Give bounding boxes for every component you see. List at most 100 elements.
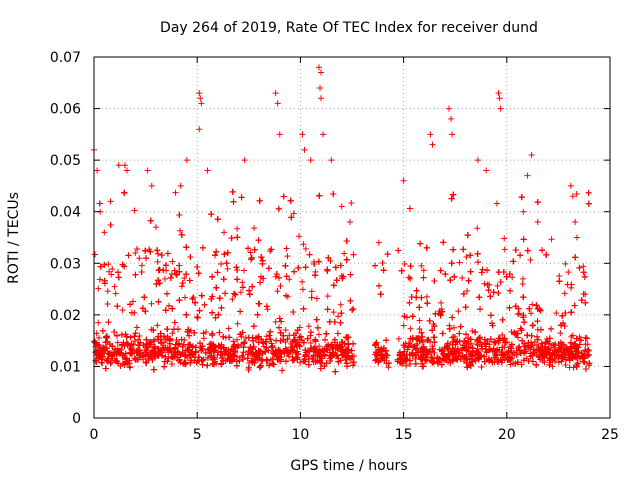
data-point xyxy=(182,352,189,359)
data-point xyxy=(295,264,302,271)
data-point xyxy=(546,355,553,362)
data-point xyxy=(141,294,148,301)
data-point xyxy=(263,333,270,340)
data-point xyxy=(312,272,319,279)
data-point xyxy=(216,329,223,336)
data-point xyxy=(296,233,303,240)
data-point xyxy=(418,262,425,269)
data-point xyxy=(119,352,126,359)
data-point xyxy=(277,282,284,289)
data-point xyxy=(413,335,420,342)
data-point xyxy=(372,262,379,269)
data-point xyxy=(440,239,447,246)
data-point xyxy=(339,275,346,282)
data-point xyxy=(493,352,500,359)
data-point xyxy=(239,284,246,291)
data-point xyxy=(108,271,115,278)
data-point xyxy=(161,358,168,365)
data-point xyxy=(218,355,225,362)
data-point xyxy=(557,330,564,337)
data-point xyxy=(396,349,403,356)
data-point xyxy=(269,344,276,351)
data-point xyxy=(512,303,519,310)
data-point xyxy=(576,264,583,271)
data-point xyxy=(191,329,198,336)
data-point xyxy=(254,311,261,318)
data-point xyxy=(304,335,311,342)
data-point xyxy=(255,339,262,346)
data-point xyxy=(558,322,565,329)
data-point xyxy=(268,340,275,347)
data-point xyxy=(213,248,220,255)
data-point xyxy=(177,182,184,189)
data-point xyxy=(263,344,270,351)
data-point xyxy=(496,335,503,342)
data-point xyxy=(568,309,575,316)
data-point xyxy=(246,287,253,294)
data-point xyxy=(528,151,535,158)
data-point xyxy=(341,250,348,257)
data-point xyxy=(521,319,528,326)
data-point xyxy=(486,347,493,354)
data-point xyxy=(446,105,453,112)
data-point xyxy=(134,246,141,253)
data-point xyxy=(150,327,157,334)
data-point xyxy=(166,345,173,352)
data-point xyxy=(463,355,470,362)
data-point xyxy=(104,301,111,308)
data-point xyxy=(375,346,382,353)
data-point xyxy=(293,342,300,349)
data-point xyxy=(477,306,484,313)
data-point xyxy=(567,182,574,189)
data-point xyxy=(256,197,263,204)
data-point xyxy=(240,344,247,351)
data-point xyxy=(503,273,510,280)
data-point xyxy=(178,283,185,290)
data-point xyxy=(238,333,245,340)
data-point xyxy=(378,348,385,355)
data-point xyxy=(96,344,103,351)
data-point xyxy=(525,358,532,365)
data-point xyxy=(123,333,130,340)
data-point xyxy=(489,359,496,366)
data-point xyxy=(514,359,521,366)
data-point xyxy=(438,299,445,306)
data-point xyxy=(270,350,277,357)
data-point xyxy=(161,363,168,370)
data-point xyxy=(500,337,507,344)
data-point xyxy=(371,342,378,349)
data-point xyxy=(582,334,589,341)
data-point xyxy=(221,251,228,258)
data-point xyxy=(150,366,157,373)
data-point xyxy=(512,246,519,253)
data-point xyxy=(127,301,134,308)
data-point xyxy=(143,255,150,262)
data-point xyxy=(152,224,159,231)
data-point xyxy=(250,323,257,330)
data-point xyxy=(223,347,230,354)
data-point xyxy=(585,200,592,207)
data-point xyxy=(528,332,535,339)
data-point xyxy=(96,276,103,283)
data-point xyxy=(451,273,458,280)
data-point xyxy=(181,275,188,282)
data-point xyxy=(289,357,296,364)
data-point xyxy=(428,354,435,361)
data-point xyxy=(256,352,263,359)
data-point xyxy=(343,346,350,353)
data-point xyxy=(490,345,497,352)
data-point xyxy=(250,337,257,344)
data-point xyxy=(195,270,202,277)
data-point xyxy=(183,271,190,278)
data-point xyxy=(338,203,345,210)
data-point xyxy=(426,317,433,324)
data-point xyxy=(451,334,458,341)
data-point xyxy=(321,351,328,358)
data-point xyxy=(318,69,325,76)
data-point xyxy=(534,333,541,340)
data-point xyxy=(420,267,427,274)
data-point xyxy=(405,343,412,350)
data-point xyxy=(485,358,492,365)
data-point xyxy=(178,336,185,343)
data-point xyxy=(527,256,534,263)
